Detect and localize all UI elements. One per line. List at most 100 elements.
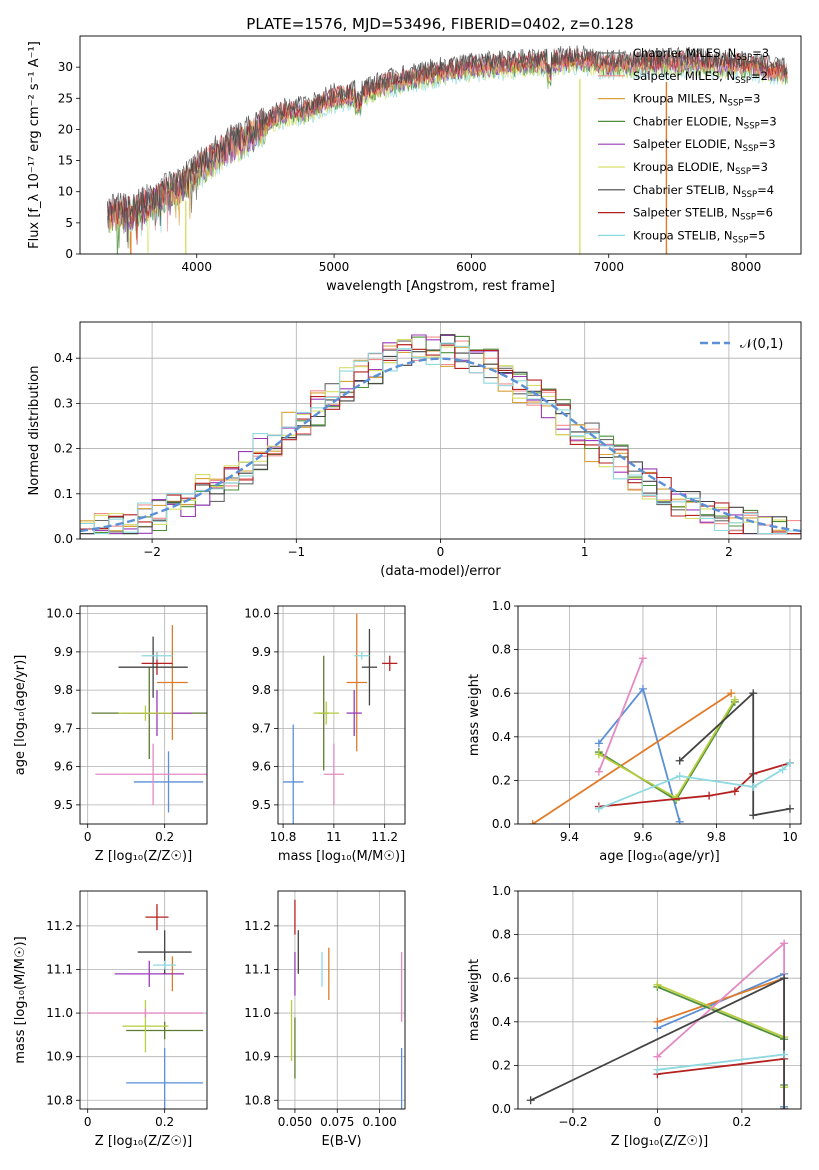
y-tick-label: 25	[58, 91, 73, 105]
weight-marker	[730, 787, 739, 796]
y-tick-label: 11.1	[46, 962, 73, 976]
y-tick-label: 0.6	[492, 686, 511, 700]
gaussian-curve	[80, 357, 801, 533]
weight-marker	[780, 1105, 789, 1109]
weight-line	[657, 976, 785, 1109]
x-tick-label: 7000	[593, 260, 624, 274]
weight-line	[656, 941, 785, 1109]
weight-marker	[594, 739, 603, 748]
residuals-plot-area	[80, 322, 801, 539]
x-tick-label: 0.050	[278, 1115, 312, 1129]
y-tick-label: 11.0	[46, 1006, 73, 1020]
mass_vs_ebv-plot-area	[278, 891, 405, 1109]
x-axis-label: Z [log₁₀(Z/Z☉)]	[95, 1134, 192, 1149]
weight-line	[679, 691, 791, 817]
y-tick-label: 9.5	[252, 798, 271, 812]
weight-line	[598, 699, 736, 800]
weight-marker	[785, 758, 794, 767]
weight_vs_age-frame	[517, 605, 802, 825]
weight-marker	[528, 820, 537, 824]
weight-marker	[594, 767, 603, 776]
weight-line	[657, 1053, 785, 1071]
weight-marker	[727, 689, 736, 698]
x-tick-label: 0.2	[155, 830, 174, 844]
histogram-frame	[79, 321, 802, 540]
x-axis-label: wavelength [Angstrom, rest frame]	[326, 279, 555, 294]
x-tick-label: 0	[84, 830, 92, 844]
x-tick-label: 4000	[181, 260, 212, 274]
spectrum-plot-area	[107, 45, 788, 254]
y-tick-label: 10.9	[244, 1050, 271, 1064]
x-tick-label: 10.8	[270, 830, 297, 844]
x-tick-label: 1	[581, 545, 589, 559]
weight-marker	[653, 1052, 662, 1061]
x-tick-label: 2	[725, 545, 733, 559]
weight-marker	[675, 772, 684, 781]
x-tick-label: 0	[437, 545, 445, 559]
legend-label: Kroupa MILES, NSSP=3	[633, 92, 760, 109]
y-tick-label: 0.4	[54, 351, 73, 365]
weight-line	[657, 1058, 785, 1075]
y-tick-label: 1.0	[492, 599, 511, 613]
legend-label: Salpeter MILES, NSSP=2	[633, 69, 768, 86]
y-tick-label: 10.0	[46, 607, 73, 621]
y-tick-label: 9.8	[252, 683, 271, 697]
weight-marker	[653, 1017, 662, 1026]
weight_vs_age-plot-area	[518, 606, 801, 824]
x-tick-label: 0.075	[320, 1115, 354, 1129]
weight-marker	[594, 804, 603, 813]
weight-line	[598, 657, 644, 773]
x-tick-label: 9.6	[633, 830, 652, 844]
spectrum-line	[107, 45, 788, 242]
y-tick-label: 11.2	[46, 919, 73, 933]
weight_vs_Z-plot-area	[518, 891, 801, 1109]
weight-marker	[675, 817, 684, 824]
y-tick-label: 9.6	[252, 760, 271, 774]
x-tick-label: 9.8	[707, 830, 726, 844]
age_vs_Z-frame	[79, 605, 208, 825]
x-tick-label: 11.2	[371, 830, 398, 844]
weight-marker	[785, 804, 794, 813]
weight-marker	[780, 939, 789, 948]
x-axis-label: Z [log₁₀(Z/Z☉)]	[611, 1134, 708, 1149]
y-axis-label: mass weight	[467, 959, 482, 1041]
x-axis-label: Z [log₁₀(Z/Z☉)]	[95, 849, 192, 864]
legend-label: Kroupa STELIB, NSSP=5	[633, 228, 765, 245]
x-tick-label: 0.100	[362, 1115, 396, 1129]
x-tick-label: 5000	[319, 260, 350, 274]
weight-marker	[778, 765, 787, 774]
mass_vs_Z-frame	[79, 890, 208, 1110]
mass_vs_ebv-frame	[277, 890, 406, 1110]
y-tick-label: 0.0	[54, 532, 73, 546]
y-tick-label: 0.4	[492, 1015, 511, 1029]
legend-label: Chabrier ELODIE, NSSP=3	[633, 114, 777, 131]
y-tick-label: 9.8	[54, 683, 73, 697]
y-tick-label: 10.0	[244, 607, 271, 621]
y-tick-label: 9.7	[54, 721, 73, 735]
y-tick-label: 0.0	[492, 817, 511, 831]
y-axis-label: Flux [f_λ 10⁻¹⁷ erg cm⁻² s⁻¹ A⁻¹]	[27, 41, 42, 249]
chart-title: PLATE=1576, MJD=53496, FIBERID=0402, z=0…	[246, 15, 633, 33]
age_vs_mass-plot-area	[278, 606, 405, 824]
x-tick-label: −0.2	[558, 1115, 587, 1129]
weight-marker	[730, 695, 739, 704]
x-tick-label: 0	[654, 1115, 662, 1129]
y-tick-label: 0.3	[54, 396, 73, 410]
legend-label: Kroupa ELODIE, NSSP=3	[633, 160, 768, 177]
legend-label: Salpeter STELIB, NSSP=6	[633, 206, 773, 223]
y-tick-label: 0.2	[492, 773, 511, 787]
x-axis-label: (data-model)/error	[380, 564, 501, 579]
y-tick-label: 0.8	[492, 643, 511, 657]
y-tick-label: 0.6	[492, 971, 511, 985]
weight-marker	[675, 756, 684, 765]
x-tick-label: 0	[84, 1115, 92, 1129]
y-tick-label: 0.0	[492, 1102, 511, 1116]
weight-marker	[749, 782, 758, 791]
y-tick-label: 0.2	[492, 1058, 511, 1072]
x-tick-label: 0.2	[155, 1115, 174, 1129]
age_vs_Z-plot-area	[80, 606, 207, 824]
y-axis-label: age [log₁₀(age/yr)]	[13, 655, 28, 776]
y-tick-label: 10.9	[46, 1050, 73, 1064]
y-tick-label: 5	[65, 216, 73, 230]
